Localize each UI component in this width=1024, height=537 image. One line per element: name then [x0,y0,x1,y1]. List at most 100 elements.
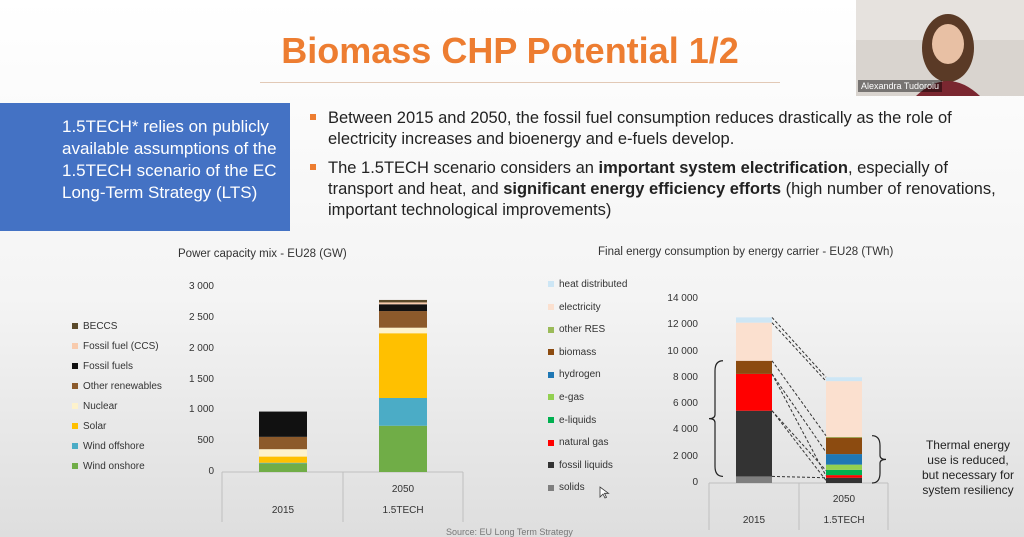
legend-swatch [72,463,78,470]
legend-item: e-gas [548,392,584,403]
y-tick-label: 0 [208,466,214,477]
legend-label: electricity [559,301,601,313]
title-divider [260,82,780,83]
bar-segment-nuclear [379,327,427,334]
bar-segment-fossil-liquids [736,410,772,477]
y-tick-label: 0 [692,477,698,488]
source-note: Source: EU Long Term Strategy [446,527,573,537]
legend-label: other RES [559,324,606,336]
legend-item: e-liquids [548,415,596,426]
bar-segment-fossil-liquids [826,477,862,483]
bullet-text: Between 2015 and 2050, the fossil fuel c… [328,109,952,148]
legend-item: natural gas [548,437,608,448]
right-brace [871,435,887,484]
legend-label: hydrogen [559,369,601,381]
legend-label: Other renewables [83,381,162,392]
bullet-list: Between 2015 and 2050, the fossil fuel c… [308,108,1008,229]
bullet-text-pre: The 1.5TECH scenario considers an [328,159,599,177]
legend-swatch [72,363,78,370]
chart-title-power: Power capacity mix - EU28 (GW) [178,248,347,260]
y-tick-label: 14 000 [667,293,698,304]
bar-segment-beccs [379,299,427,303]
y-tick-label: 2 500 [188,311,214,323]
legend-label: heat distributed [559,279,628,290]
legend-item: other RES [548,324,605,335]
participant-video[interactable] [856,0,1024,96]
legend-swatch [548,416,554,423]
bar-segment-hydrogen [826,454,862,465]
legend-label: Wind onshore [83,461,145,472]
legend-item: Wind offshore [72,441,145,452]
bar-segment-natural-gas [826,475,862,478]
cursor-icon [599,486,610,499]
connector-line [771,322,827,382]
summary-box-text: 1.5TECH* relies on publicly available as… [62,117,277,202]
annotation-note: Thermal energy use is reduced, but neces… [921,438,1015,497]
bar-segment-electricity [736,322,772,361]
legend-item: heat distributed [548,279,627,290]
legend-label: e-liquids [559,414,597,426]
x-category-label: 2015 [271,505,295,516]
legend-item: electricity [548,302,601,313]
bar-segment-other-res [826,437,862,438]
legend-swatch [548,349,554,356]
legend-swatch [548,484,554,491]
x-category-label: 2015 [742,515,766,526]
legend-item: biomass [548,347,596,358]
bar-segment-solids [736,476,772,483]
summary-box [0,103,290,231]
bar-segment-solar [379,333,427,398]
y-tick-label: 1 000 [188,404,214,416]
bar-segment-natural-gas [736,373,772,411]
y-tick-label: 6 000 [672,398,698,410]
y-tick-label: 10 000 [667,345,698,357]
bar-segment-wind-offshore [259,462,307,464]
bar-segment-solar [259,456,307,463]
legend-label: Fossil fuel (CCS) [83,341,159,352]
bar-segment-heat-distributed [736,317,772,323]
y-tick-label: 1 500 [188,373,214,385]
legend-swatch [548,303,554,310]
legend-item: Wind onshore [72,461,145,472]
y-tick-label: 2 000 [672,450,698,462]
legend-item: solids [548,482,585,493]
legend-swatch [72,403,78,410]
connector-line [771,410,827,481]
y-tick-label: 8 000 [672,371,698,383]
legend-label: Nuclear [83,401,118,412]
legend-label: Wind offshore [83,441,145,452]
legend-swatch [72,323,78,330]
legend-label: fossil liquids [559,459,613,471]
legend-item: Other renewables [72,381,162,392]
connector-line [771,373,827,453]
legend-item: Fossil fuels [72,361,133,372]
bullet-text-mid: , especially of transport and heat, and [328,159,948,198]
legend-swatch [548,371,554,378]
bar-segment-fossil-fuel-ccs- [379,302,427,305]
connector-line [771,317,827,378]
legend-item: Nuclear [72,401,117,412]
bar-segment-e-liquids [826,469,862,476]
legend-swatch [548,394,554,401]
x-category-sublabel: 1.5TECH [382,505,424,516]
legend-swatch [548,281,554,288]
y-tick-label: 4 000 [672,424,698,436]
bar-segment-electricity [826,381,862,437]
bar-segment-other-renewables [259,436,307,450]
bar-segment-biomass [736,360,772,374]
legend-swatch [72,343,78,350]
bar-segment-nuclear [259,449,307,457]
bar-segment-fossil-fuels [379,304,427,312]
legend-item: fossil liquids [548,460,613,471]
bullet-bold-2: significant energy efficiency efforts [503,180,782,198]
chart-title-energy: Final energy consumption by energy carri… [598,246,894,258]
legend-swatch [72,443,78,450]
slide-title: Biomass CHP Potential 1/2 [281,30,739,71]
bar-segment-wind-onshore [259,463,307,472]
y-tick-label: 3 000 [188,281,214,292]
bar-segment-fossil-fuels [259,411,307,437]
legend-item: BECCS [72,321,117,332]
connector-line [771,410,827,471]
